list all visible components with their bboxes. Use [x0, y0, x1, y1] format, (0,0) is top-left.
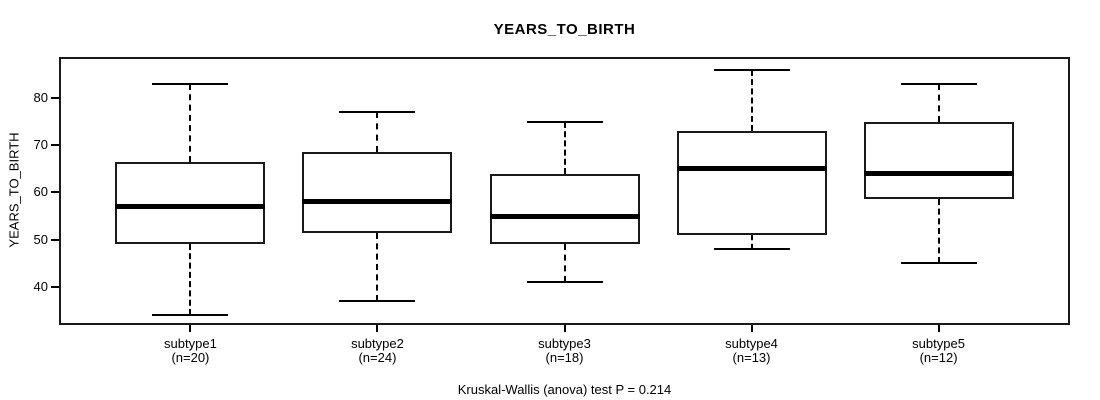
lower-whisker-cap: [900, 262, 977, 265]
upper-whisker: [189, 83, 192, 162]
x-tick-label: subtype3 (n=18): [485, 337, 645, 365]
x-tick: [563, 325, 566, 332]
upper-whisker: [563, 121, 566, 174]
iqr-box: [863, 121, 1014, 200]
median-line: [115, 204, 266, 210]
y-tick: [51, 285, 59, 288]
median-line: [863, 171, 1014, 177]
upper-whisker-cap: [900, 82, 977, 85]
upper-whisker-cap: [526, 120, 603, 123]
lower-whisker-cap: [526, 281, 603, 284]
median-line: [676, 166, 827, 172]
group-name: subtype1: [164, 336, 217, 351]
group-name: subtype2: [351, 336, 404, 351]
lower-whisker: [563, 244, 566, 283]
lower-whisker: [750, 234, 753, 250]
group-n-count: (n=20): [171, 350, 210, 365]
group-n-count: (n=12): [919, 350, 958, 365]
group-name: subtype4: [725, 336, 778, 351]
x-tick-label: subtype1 (n=20): [110, 337, 270, 365]
iqr-box: [115, 161, 266, 245]
iqr-box: [676, 131, 827, 235]
y-tick-label: 40: [33, 278, 48, 294]
x-tick: [750, 325, 753, 332]
lower-whisker: [376, 232, 379, 301]
upper-whisker: [750, 69, 753, 132]
upper-whisker: [376, 112, 379, 153]
x-tick-label: subtype4 (n=13): [672, 337, 832, 365]
y-tick: [51, 238, 59, 241]
x-tick: [376, 325, 379, 332]
group-name: subtype5: [912, 336, 965, 351]
x-tick: [189, 325, 192, 332]
lower-whisker-cap: [339, 299, 416, 302]
group-n-count: (n=13): [732, 350, 771, 365]
upper-whisker-cap: [713, 68, 790, 71]
group-name: subtype3: [538, 336, 591, 351]
stat-test-caption: Kruskal-Wallis (anova) test P = 0.214: [457, 382, 672, 397]
lower-whisker-cap: [713, 248, 790, 251]
chart-title: YEARS_TO_BIRTH: [493, 21, 636, 38]
median-line: [489, 213, 640, 219]
upper-whisker: [937, 83, 940, 122]
iqr-box: [489, 173, 640, 245]
upper-whisker-cap: [339, 111, 416, 114]
y-tick-label: 80: [33, 90, 48, 106]
y-tick: [51, 144, 59, 147]
x-tick: [937, 325, 940, 332]
y-tick-label: 50: [33, 231, 48, 247]
group-n-count: (n=24): [358, 350, 397, 365]
group-n-count: (n=18): [545, 350, 584, 365]
y-tick-label: 70: [33, 137, 48, 153]
y-tick: [51, 97, 59, 100]
lower-whisker: [189, 244, 192, 316]
x-tick-label: subtype5 (n=12): [859, 337, 1019, 365]
lower-whisker-cap: [152, 314, 229, 317]
iqr-box: [302, 152, 453, 233]
x-tick-label: subtype2 (n=24): [297, 337, 457, 365]
lower-whisker: [937, 199, 940, 264]
upper-whisker-cap: [152, 82, 229, 85]
y-tick-label: 60: [33, 184, 48, 200]
y-tick: [51, 191, 59, 194]
median-line: [302, 199, 453, 205]
